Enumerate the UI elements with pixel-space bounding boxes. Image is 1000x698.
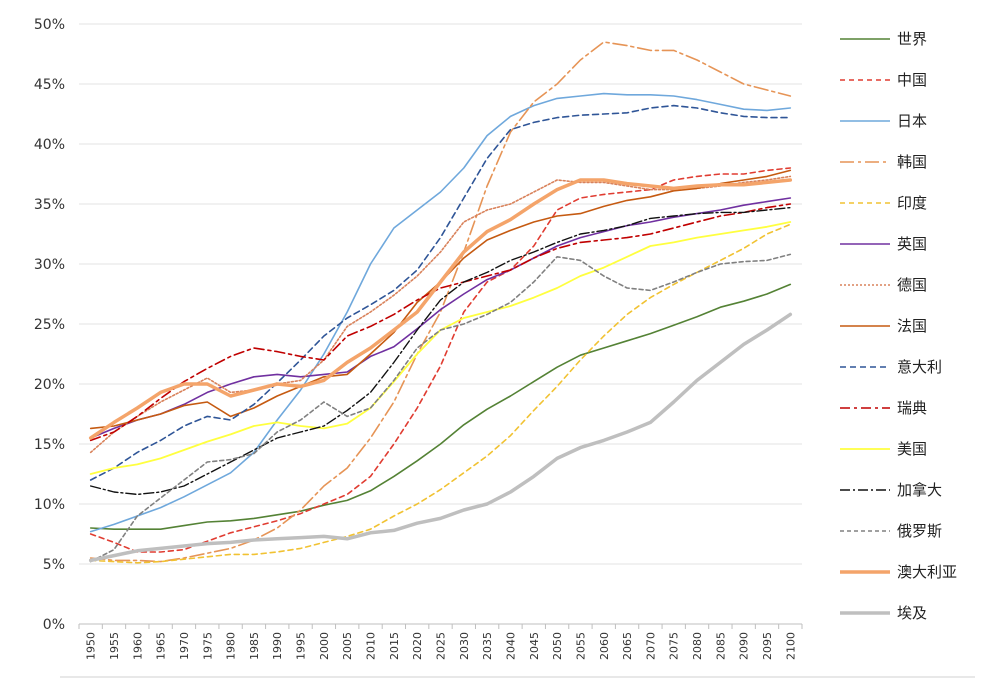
y-tick-label: 30% xyxy=(34,257,65,273)
x-tick-label: 2060 xyxy=(598,632,611,660)
x-tick-label: 2020 xyxy=(411,632,424,660)
legend-label-1: 中国 xyxy=(897,71,927,89)
series-line-5 xyxy=(89,197,792,439)
x-tick-label: 1960 xyxy=(131,632,144,660)
x-tick-label: 2050 xyxy=(551,632,564,660)
series-line-8 xyxy=(89,104,792,481)
x-tick-label: 2010 xyxy=(365,632,378,660)
x-tick-label: 1965 xyxy=(155,632,168,660)
series-line-10 xyxy=(89,221,792,475)
x-tick-label: 2085 xyxy=(714,632,727,660)
x-tick-label: 2080 xyxy=(691,632,704,660)
x-tick-label: 1985 xyxy=(248,632,261,660)
series-line-11 xyxy=(89,206,791,496)
x-tick-label: 2025 xyxy=(435,632,448,660)
x-tick-label: 2040 xyxy=(504,632,517,660)
y-tick-label: 0% xyxy=(43,617,65,633)
series-line-12 xyxy=(89,253,792,563)
x-tick-label: 1980 xyxy=(225,632,238,660)
legend-label-8: 意大利 xyxy=(897,358,942,376)
x-axis: 1950 1955 1960 1965 1970 1975 1980 1985 1990 1995… xyxy=(78,624,803,660)
x-tick-label: 2090 xyxy=(738,632,751,660)
y-tick-label: 40% xyxy=(34,137,65,153)
x-tick-label: 1990 xyxy=(271,632,284,660)
x-tick-label: 2035 xyxy=(481,632,494,660)
series-lines xyxy=(88,41,793,564)
y-tick-label: 5% xyxy=(43,557,65,573)
legend-label-13: 澳大利亚 xyxy=(897,563,957,581)
legend-label-14: 埃及 xyxy=(897,604,927,622)
series-line-6 xyxy=(89,175,792,454)
x-tick-label: 1955 xyxy=(108,632,121,660)
x-tick-label: 1950 xyxy=(85,632,98,660)
series-line-2 xyxy=(89,92,792,533)
y-tick-label: 10% xyxy=(34,497,65,513)
legend-label-5: 英国 xyxy=(897,235,927,253)
x-tick-label: 2075 xyxy=(668,632,681,660)
legend-label-4: 印度 xyxy=(897,194,927,212)
x-tick-label: 1995 xyxy=(295,632,308,660)
y-axis-ticks: 0% 5% 10% 15% 20% 25% 30% 35% 40% 45% 50% xyxy=(34,17,65,633)
x-tick-label: 2070 xyxy=(644,632,657,660)
legend-label-2: 日本 xyxy=(897,112,927,130)
x-tick-label: 1975 xyxy=(201,632,214,660)
x-tick-label: 2000 xyxy=(318,632,331,660)
legend-label-12: 俄罗斯 xyxy=(897,522,942,540)
legend-label-9: 瑞典 xyxy=(897,399,927,417)
x-tick-label: 2100 xyxy=(784,632,797,660)
series-line-13 xyxy=(88,178,793,440)
series-line-0 xyxy=(89,283,792,531)
x-tick-label: 1970 xyxy=(178,632,191,660)
x-tick-label: 2045 xyxy=(528,632,541,660)
y-tick-label: 25% xyxy=(34,317,65,333)
series-line-4 xyxy=(89,223,792,564)
y-tick-label: 45% xyxy=(34,77,65,93)
legend-label-3: 韩国 xyxy=(897,153,927,171)
legend-label-6: 德国 xyxy=(897,276,927,294)
x-tick-label: 2095 xyxy=(761,632,774,660)
y-tick-label: 15% xyxy=(34,437,65,453)
x-tick-label: 2005 xyxy=(341,632,354,660)
series-line-1 xyxy=(89,167,792,553)
x-tick-label: 2055 xyxy=(574,632,587,660)
legend-label-7: 法国 xyxy=(897,317,927,335)
series-line-9 xyxy=(89,203,792,442)
x-tick-label: 2065 xyxy=(621,632,634,660)
gridlines xyxy=(79,23,802,625)
y-tick-label: 20% xyxy=(34,377,65,393)
x-tick-label: 2015 xyxy=(388,632,401,660)
legend-label-0: 世界 xyxy=(897,30,927,48)
legend-label-10: 美国 xyxy=(897,440,927,458)
legend-label-11: 加拿大 xyxy=(897,481,942,499)
series-line-3 xyxy=(89,41,792,563)
y-tick-label: 35% xyxy=(34,197,65,213)
x-tick-label: 2030 xyxy=(458,632,471,660)
y-tick-label: 50% xyxy=(34,17,65,33)
series-line-14 xyxy=(88,312,793,563)
